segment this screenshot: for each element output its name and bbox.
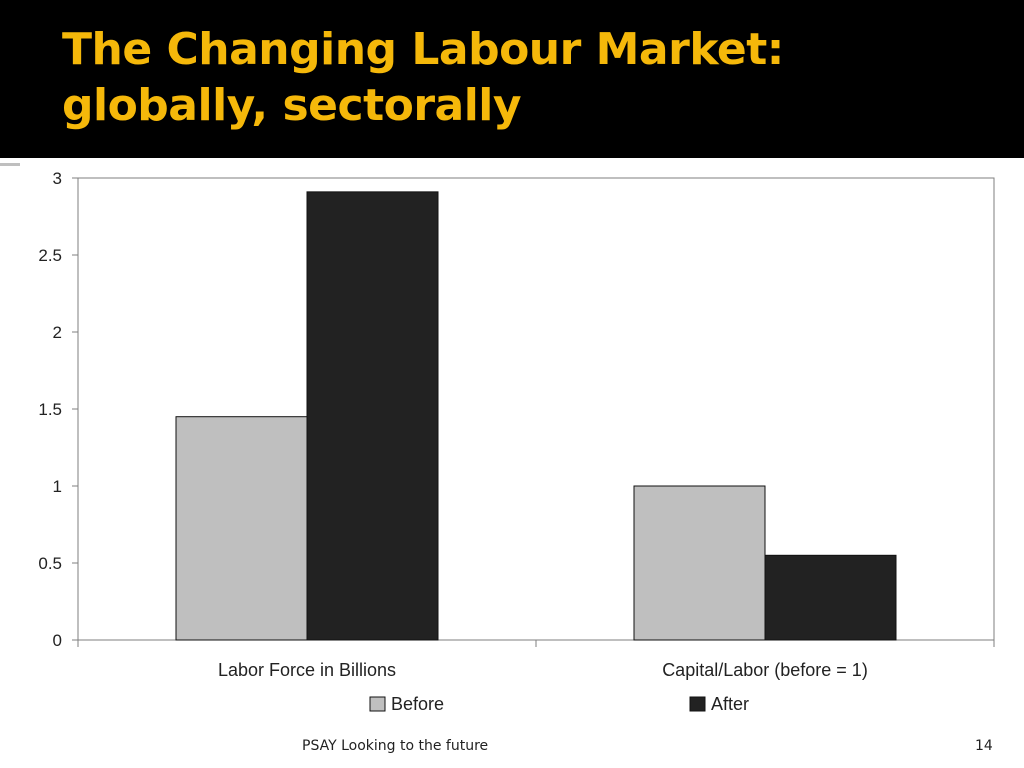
legend-label: Before xyxy=(391,694,444,714)
bar-chart: 0 0.5 1 1.5 2 2.5 3 Labor Force in Billions Capi… xyxy=(38,169,995,714)
corner-mark xyxy=(0,163,20,166)
bar xyxy=(306,191,439,641)
legend-label: After xyxy=(711,694,749,714)
x-category-label: Capital/Labor (before = 1) xyxy=(662,660,868,680)
slide-title-line-2: globally, sectorally xyxy=(62,80,522,131)
y-tick-label: 1.5 xyxy=(38,400,62,419)
y-tick-label: 2 xyxy=(53,323,62,342)
y-tick-label: 1 xyxy=(53,477,62,496)
y-tick-label: 3 xyxy=(53,169,62,188)
bar xyxy=(175,416,308,641)
y-tick-label: 0.5 xyxy=(38,554,62,573)
bar xyxy=(633,485,766,641)
legend-swatch xyxy=(369,696,386,712)
page-number: 14 xyxy=(975,738,993,754)
bar xyxy=(764,554,897,641)
slide-title-line-1: The Changing Labour Market: xyxy=(62,24,784,75)
slide-title: The Changing Labour Market: globally, se… xyxy=(62,22,784,134)
title-band: The Changing Labour Market: globally, se… xyxy=(0,0,1024,158)
x-category-label: Labor Force in Billions xyxy=(218,660,396,680)
y-tick-label: 2.5 xyxy=(38,246,62,265)
legend-swatch xyxy=(689,696,706,712)
slide-footer: PSAY Looking to the future xyxy=(302,738,489,754)
y-tick-label: 0 xyxy=(53,631,62,650)
